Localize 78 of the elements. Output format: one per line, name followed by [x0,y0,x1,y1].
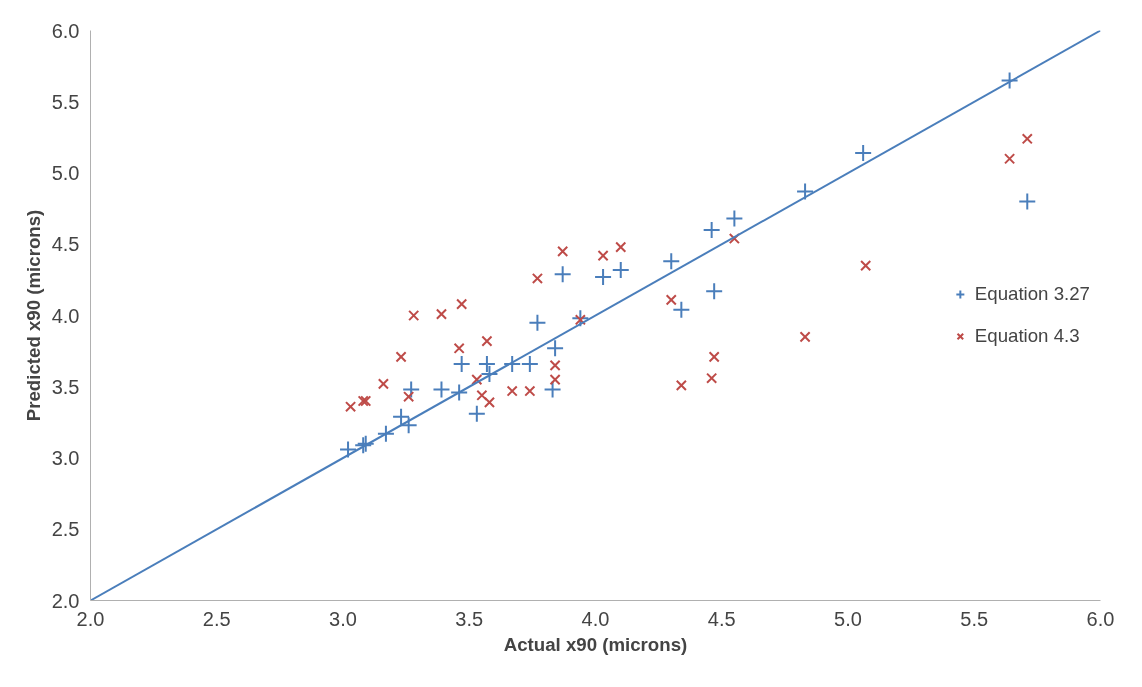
point [481,335,493,347]
point [471,374,483,386]
point [528,313,547,332]
point [452,354,471,373]
point [450,383,469,402]
point [506,385,518,397]
x-tick-label: 2.5 [202,607,231,630]
point [408,309,420,322]
point [546,339,565,358]
point [476,389,488,401]
x-tick-label: 3.5 [455,607,484,630]
x-tick-label: 5.5 [960,607,989,630]
point [854,144,873,163]
point [594,268,613,287]
point [705,282,724,301]
point [402,380,421,399]
point [524,385,536,397]
point [392,407,411,426]
y-tick-label: 5.0 [51,162,80,184]
point [553,265,572,284]
point [503,354,522,373]
point [549,374,561,386]
point [665,294,677,306]
point [531,272,544,285]
x-tick-label: 6.0 [1086,607,1115,630]
point [432,380,451,399]
y-tick-label: 2.5 [51,518,80,541]
point [675,379,687,391]
point [377,378,389,390]
y-tick-label: 6.0 [51,19,80,42]
point [615,241,627,253]
point [1021,133,1033,145]
point [543,380,562,399]
point [403,391,415,403]
legend-label: Equation 3.27 [974,283,1090,305]
point [708,351,720,363]
point [672,300,691,319]
y-tick-label: 5.5 [51,90,80,113]
point [1004,153,1016,165]
y-tick-label: 3.5 [51,375,80,398]
point [477,354,496,373]
x-tick-label: 5.0 [834,607,862,630]
point [344,401,357,413]
point [376,424,395,443]
point [453,342,465,354]
point [611,260,630,279]
point [549,359,561,371]
y-tick-label: 4.0 [51,304,80,327]
point [435,308,448,320]
point [799,331,811,343]
point [1000,71,1019,90]
point [557,245,569,257]
point [483,396,496,409]
point [395,351,407,363]
point [662,252,681,271]
point [467,404,486,423]
y-tick-label: 4.5 [51,233,80,256]
point [597,250,609,262]
point [339,440,358,459]
x-tick-label: 4.0 [581,607,610,630]
point [725,209,744,228]
point [520,354,539,373]
point [480,364,499,383]
y-axis-title: Predicted x90 (microns) [22,209,44,422]
point [796,182,815,201]
point [706,372,718,384]
point [860,260,872,272]
x-axis-title: Actual x90 (microns) [503,633,688,655]
point [574,314,586,326]
x-tick-label: 3.0 [329,607,357,630]
point [456,298,468,310]
point [571,309,590,328]
legend-label: Equation 4.3 [974,325,1080,347]
y-tick-label: 3.0 [51,447,80,469]
x-tick-label: 4.5 [707,607,736,630]
point [702,221,721,239]
point [1018,192,1037,211]
point [728,232,740,245]
